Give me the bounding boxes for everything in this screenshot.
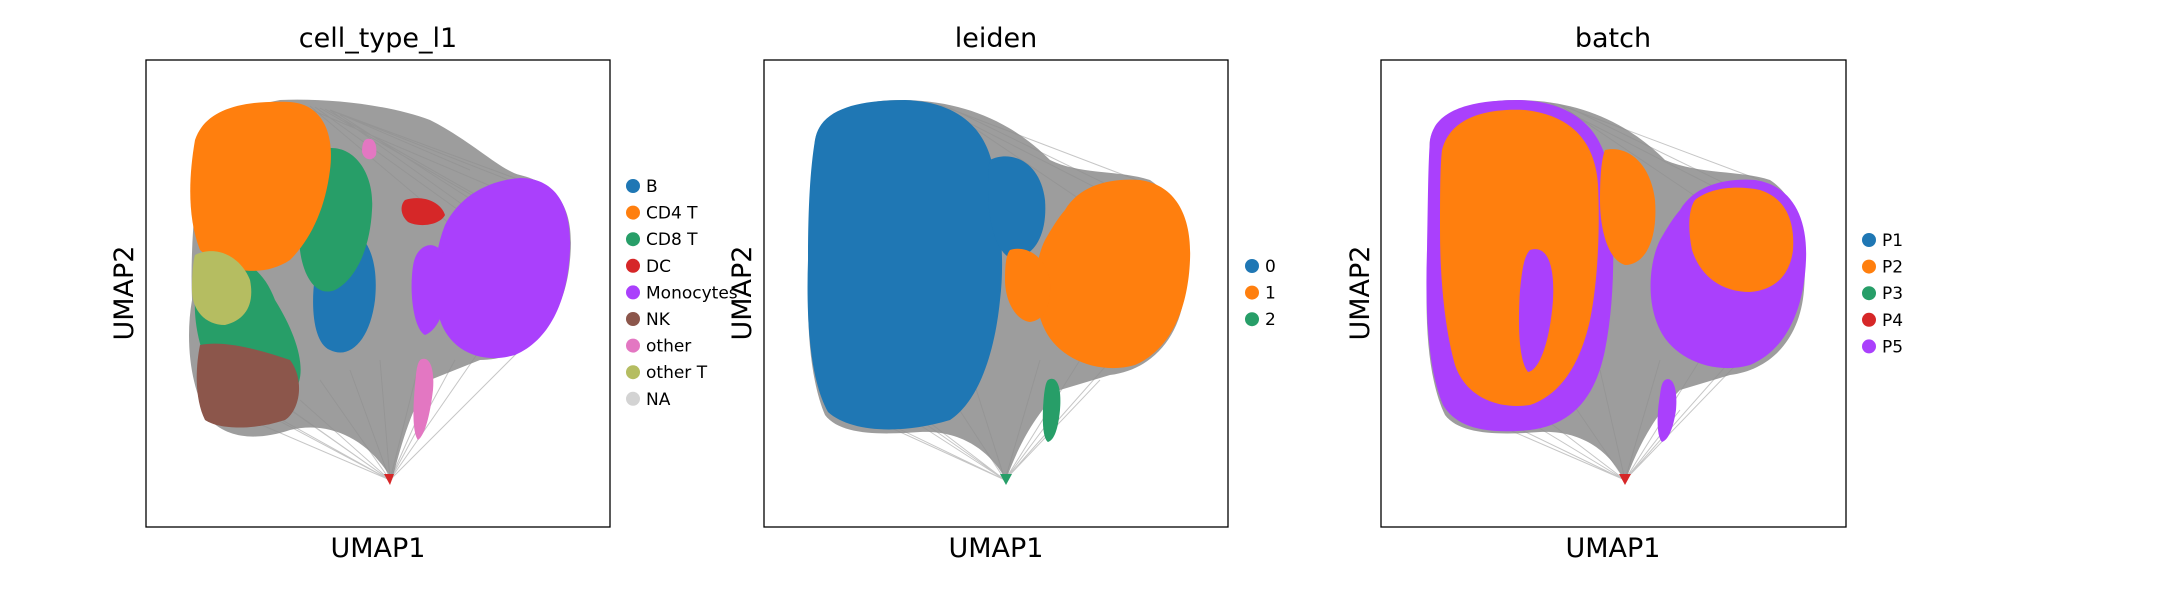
cluster-monocytes bbox=[434, 178, 571, 359]
cluster-other-top bbox=[362, 138, 377, 160]
legend-label: P3 bbox=[1882, 284, 1903, 304]
y-axis-label: UMAP2 bbox=[727, 246, 758, 341]
legend-marker bbox=[1862, 286, 1876, 301]
legend-marker bbox=[1862, 339, 1876, 354]
legend-marker bbox=[1862, 233, 1876, 247]
legend-label: P2 bbox=[1882, 258, 1903, 278]
legend-label: NK bbox=[646, 310, 671, 330]
legend: 0 1 2 bbox=[1245, 257, 1276, 330]
cluster-2 bbox=[1042, 378, 1061, 442]
umap-panel-leiden: leiden UMAP1 UMAP2 0 1 2 bbox=[727, 23, 1276, 564]
legend-marker bbox=[626, 365, 640, 380]
legend-label: P4 bbox=[1882, 311, 1903, 331]
legend-marker bbox=[626, 258, 640, 273]
cluster-cd4-t bbox=[190, 101, 331, 271]
umap-panel-batch: batch UMAP1 UMAP2 P1 P2 P3 P4 P5 bbox=[1345, 23, 1903, 564]
cluster-p5-left-streak bbox=[1518, 249, 1554, 372]
legend-marker bbox=[626, 205, 640, 220]
cluster-other-t bbox=[192, 251, 252, 325]
axes-frame bbox=[1380, 59, 1847, 528]
point-clouds bbox=[807, 100, 1191, 485]
umap-panel-cell-type: cell_type_l1 UMAP1 bbox=[109, 23, 738, 564]
y-axis-label: UMAP2 bbox=[1345, 246, 1376, 341]
legend-marker bbox=[626, 312, 640, 326]
axes-frame bbox=[763, 59, 1229, 528]
cluster-0-bridge bbox=[988, 156, 1046, 259]
cluster-1 bbox=[1035, 179, 1191, 369]
legend-label: DC bbox=[646, 257, 671, 277]
legend-label: other bbox=[646, 337, 691, 357]
legend-marker bbox=[626, 285, 640, 300]
cluster-monocytes-edge bbox=[411, 245, 449, 335]
cluster-p2-left bbox=[1440, 109, 1599, 406]
legend-marker bbox=[1245, 259, 1259, 273]
plot-area bbox=[807, 100, 1191, 485]
chart-title: leiden bbox=[955, 23, 1037, 54]
x-axis-label: UMAP1 bbox=[331, 533, 426, 564]
chart-title: batch bbox=[1575, 23, 1651, 54]
cluster-dc-tip bbox=[384, 474, 394, 485]
legend-marker bbox=[626, 232, 640, 247]
cluster-dc bbox=[401, 198, 445, 226]
point-clouds bbox=[1426, 100, 1807, 485]
cluster-p2-bridge bbox=[1600, 149, 1656, 265]
x-axis-label: UMAP1 bbox=[1566, 533, 1661, 564]
legend-label: other T bbox=[646, 363, 708, 383]
axes-frame bbox=[145, 59, 611, 528]
cluster-nk bbox=[196, 343, 300, 428]
cluster-p5-strand bbox=[1657, 379, 1677, 442]
legend-label: P5 bbox=[1882, 337, 1903, 357]
legend-marker bbox=[1245, 285, 1259, 300]
legend-label: CD8 T bbox=[646, 230, 698, 250]
legend-label: 0 bbox=[1265, 257, 1276, 277]
chart-title: cell_type_l1 bbox=[299, 23, 457, 54]
cluster-p4-tip bbox=[1619, 474, 1631, 485]
plot-area bbox=[1426, 100, 1807, 485]
legend-label: 2 bbox=[1265, 310, 1276, 330]
legend-marker bbox=[626, 179, 640, 193]
legend-label: 1 bbox=[1265, 284, 1276, 304]
cluster-p2-right bbox=[1689, 187, 1794, 292]
legend: P1 P2 P3 P4 P5 bbox=[1862, 231, 1903, 357]
plot-area bbox=[189, 99, 571, 485]
cluster-2-tip bbox=[1000, 474, 1012, 485]
legend-label: Monocytes bbox=[646, 283, 738, 303]
cluster-0 bbox=[807, 100, 1003, 430]
legend-label: P1 bbox=[1882, 231, 1903, 251]
legend-label: NA bbox=[646, 390, 671, 410]
legend-marker bbox=[626, 338, 640, 353]
legend: B CD4 T CD8 T DC Monocytes NK other other T NA bbox=[626, 177, 738, 410]
cluster-1-mid bbox=[1005, 248, 1051, 322]
point-clouds bbox=[190, 101, 571, 485]
legend-label: CD4 T bbox=[646, 204, 698, 224]
legend-marker bbox=[1862, 259, 1876, 274]
cluster-other bbox=[413, 358, 434, 440]
legend-marker bbox=[1862, 312, 1876, 327]
legend-marker bbox=[1245, 312, 1259, 327]
y-axis-label: UMAP2 bbox=[109, 246, 140, 341]
legend-marker bbox=[626, 391, 640, 406]
x-axis-label: UMAP1 bbox=[949, 533, 1044, 564]
legend-label: B bbox=[646, 177, 658, 197]
